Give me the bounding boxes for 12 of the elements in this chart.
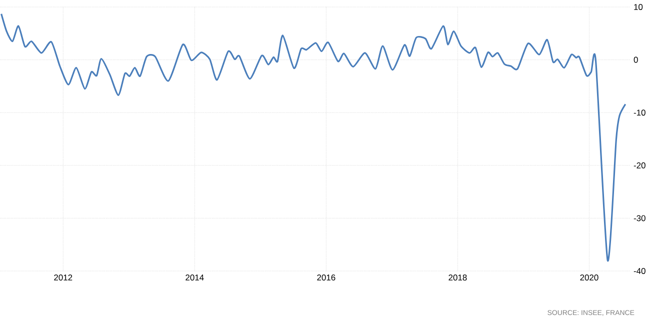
y-tick-label: 10: [634, 4, 643, 10]
x-tick-label: 2018: [448, 274, 467, 281]
x-tick-label: 2016: [317, 274, 336, 281]
x-tick-label: 2014: [186, 274, 204, 281]
x-tick-label: 2012: [54, 274, 72, 281]
x-tick-label: 2020: [580, 274, 598, 281]
y-tick-label: 0: [634, 56, 638, 63]
y-tick-label: -30: [634, 215, 646, 222]
y-tick-label: -20: [634, 162, 646, 168]
y-tick-label: -10: [634, 110, 646, 116]
y-tick-label: -40: [634, 268, 646, 274]
line-series: [0, 13, 626, 262]
